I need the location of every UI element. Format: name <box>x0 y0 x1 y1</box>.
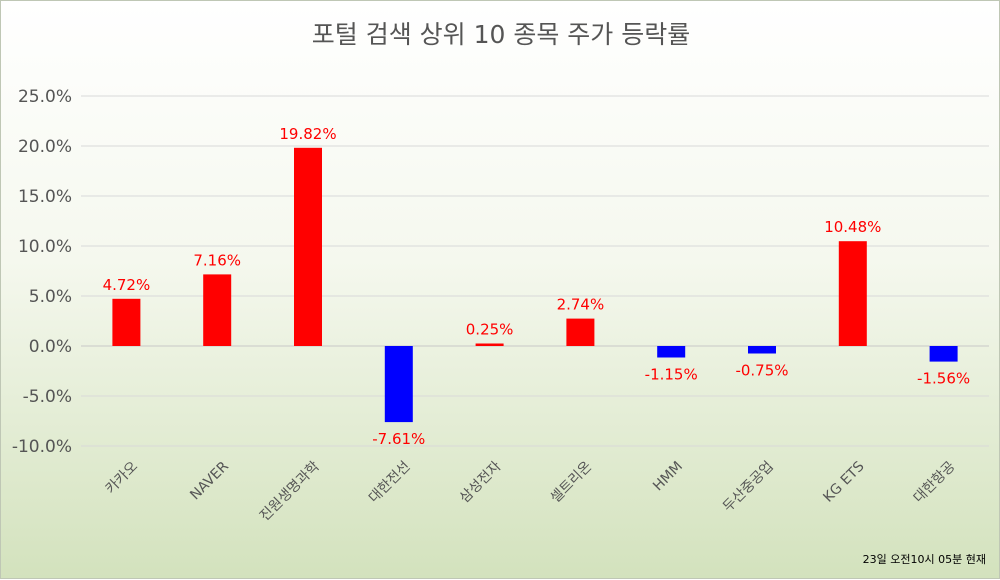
data-label: 7.16% <box>193 251 241 269</box>
bar <box>566 318 595 346</box>
x-tick-label: 카카오 <box>103 458 142 497</box>
x-tick-label: KG ETS <box>820 458 867 505</box>
bar <box>294 147 322 346</box>
x-tick-label: 대한전선 <box>366 459 414 507</box>
y-tick-label: 5.0% <box>29 287 72 307</box>
x-tick-label: 셀트리온 <box>547 458 595 506</box>
data-label: -7.61% <box>372 430 425 448</box>
data-label: -0.75% <box>735 362 788 380</box>
x-axis-ticks: 카카오 NAVER 진원생명과학 대한전선 삼성전자 셀트리온 HMM 두산중공업 KG ETS… <box>103 458 959 524</box>
bar <box>475 343 504 346</box>
bar-layer <box>112 147 958 423</box>
bar <box>112 298 141 346</box>
chart-title: 포털 검색 상위 10 종목 주가 등락률 <box>312 20 691 49</box>
bar <box>384 346 413 423</box>
y-tick-label: 15.0% <box>18 187 72 207</box>
data-label: 0.25% <box>466 321 514 339</box>
data-label: 4.72% <box>103 276 151 294</box>
x-tick-label: NAVER <box>187 458 232 503</box>
data-label: -1.56% <box>917 370 970 388</box>
grid-layer <box>81 95 989 447</box>
x-tick-label: 진원생명과학 <box>257 458 323 524</box>
x-tick-label: 두산중공업 <box>720 459 777 516</box>
y-tick-label: 0.0% <box>29 337 72 357</box>
bar <box>203 274 232 346</box>
y-tick-label: 10.0% <box>18 237 72 257</box>
y-tick-label: 25.0% <box>18 87 72 107</box>
bar <box>748 346 776 354</box>
x-tick-label: 대한항공 <box>911 458 959 506</box>
bar <box>929 346 958 362</box>
y-axis-ticks: -10.0% -5.0% 0.0% 5.0% 10.0% 15.0% 20.0% 25.0% <box>12 87 72 457</box>
data-label: 2.74% <box>557 296 605 314</box>
data-label: 19.82% <box>279 125 336 143</box>
label-layer: 4.72% 7.16% 19.82% -7.61% 0.25% 2.74% -1.15% -0… <box>103 125 971 448</box>
data-label: -1.15% <box>645 366 698 384</box>
y-tick-label: -5.0% <box>23 387 72 407</box>
y-tick-label: -10.0% <box>12 437 72 457</box>
y-tick-label: 20.0% <box>18 137 72 157</box>
bar <box>838 241 867 346</box>
bar <box>657 346 686 358</box>
x-tick-label: 삼성전자 <box>457 458 505 506</box>
data-label: 10.48% <box>824 218 881 236</box>
x-tick-label: HMM <box>650 459 686 495</box>
footnote: 23일 오전10시 05분 현재 <box>863 552 986 566</box>
